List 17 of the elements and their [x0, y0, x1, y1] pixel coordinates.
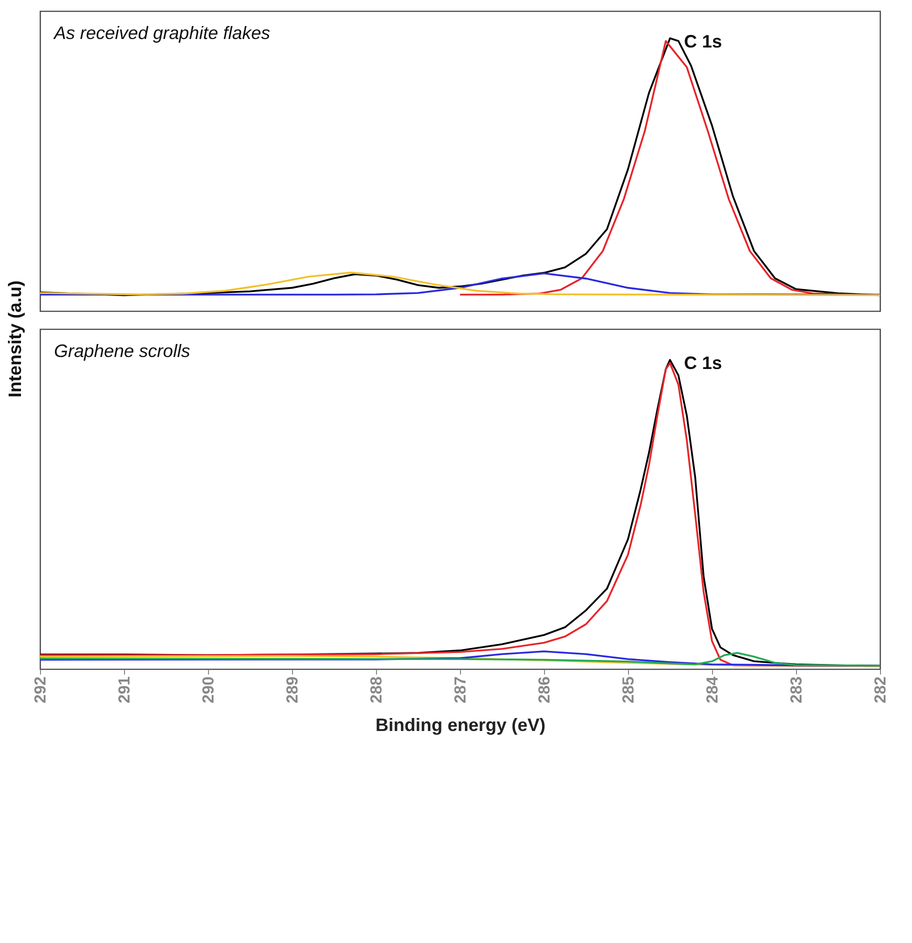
x-tick-label: 288: [368, 676, 386, 704]
x-tick-label: 291: [116, 676, 134, 704]
x-tick-label: 283: [788, 676, 806, 704]
x-tick-label: 284: [704, 676, 722, 704]
annotation: As received graphite flakes: [53, 23, 270, 43]
x-tick-label: 285: [620, 676, 638, 704]
x-tick-label: 282: [872, 676, 890, 704]
annotation: Graphene scrolls: [54, 341, 190, 361]
annotation: C 1s: [684, 352, 722, 373]
annotation: C 1s: [684, 31, 722, 52]
x-axis-title: Binding energy (eV): [375, 715, 546, 736]
x-tick-label: 290: [200, 676, 218, 704]
x-tick-label: 286: [536, 676, 554, 704]
x-tick-label: 287: [452, 676, 470, 704]
x-tick-label: 292: [32, 676, 50, 704]
x-tick-label: 289: [284, 676, 302, 704]
y-axis-title: Intensity (a.u): [5, 280, 25, 398]
